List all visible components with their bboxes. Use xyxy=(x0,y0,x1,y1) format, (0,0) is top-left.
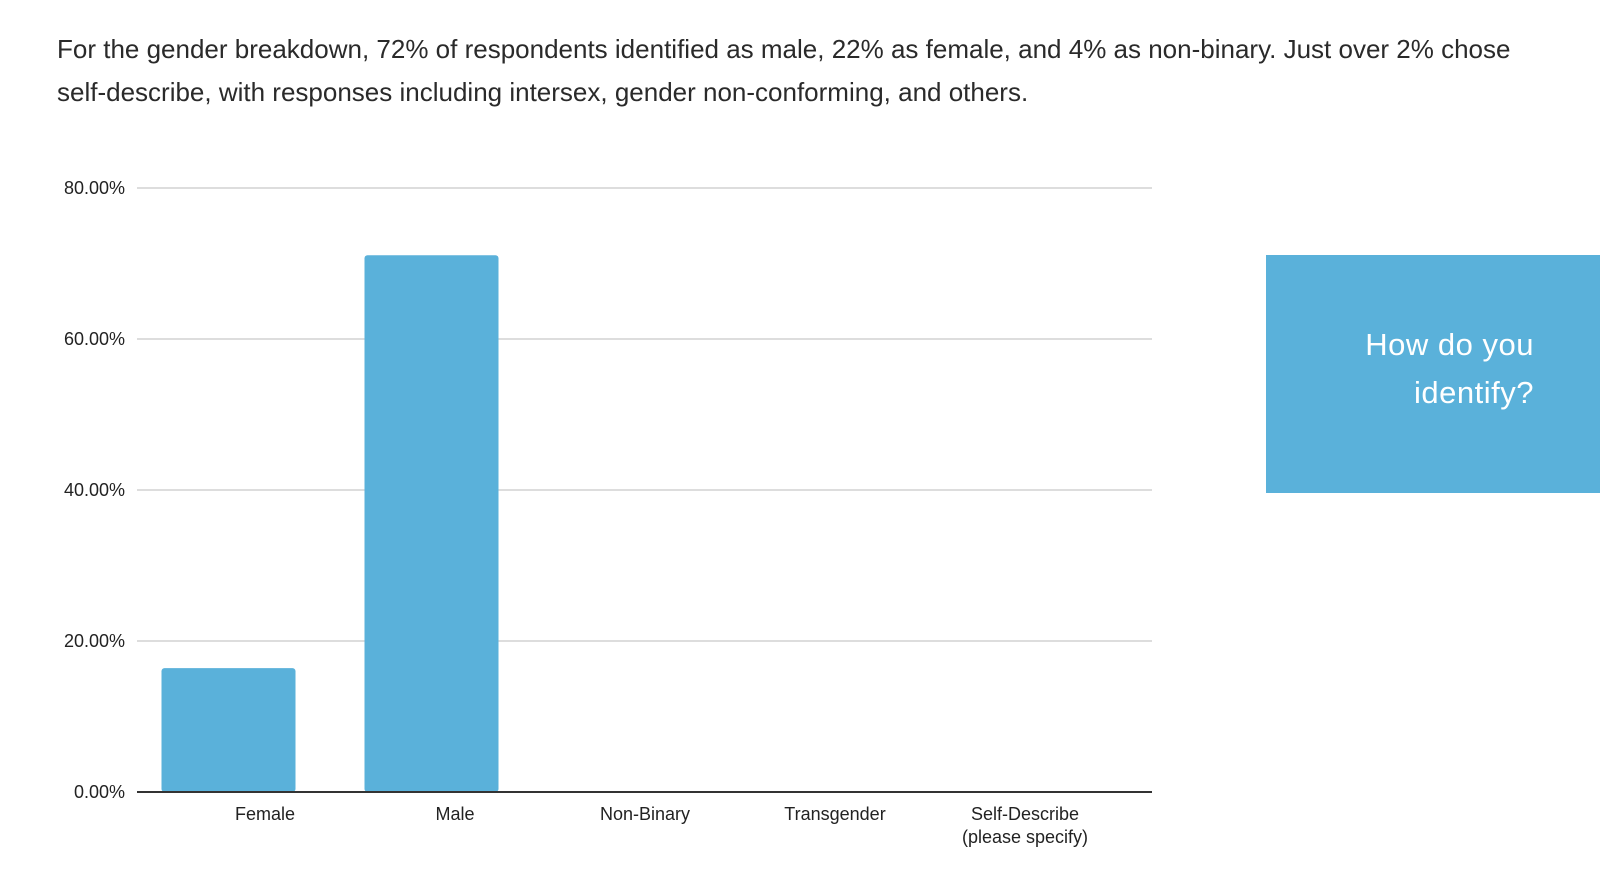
bar xyxy=(364,255,499,792)
y-axis-ticks: 0.00% 20.00% 40.00% 60.00% 80.00% xyxy=(64,178,125,802)
y-tick-label: 20.00% xyxy=(64,631,125,651)
y-tick-label: 0.00% xyxy=(74,782,125,802)
x-category-label: Transgender xyxy=(784,804,885,824)
y-tick-label: 80.00% xyxy=(64,178,125,198)
x-axis-categories: Female Male Non-Binary Transgender Self-Desc… xyxy=(235,804,1088,847)
bar xyxy=(161,668,296,792)
gridlines xyxy=(137,187,1152,642)
x-category-label: Self-Describe (please specify) xyxy=(962,804,1088,847)
bars xyxy=(161,255,499,792)
question-callout: How do you identify? xyxy=(1266,255,1600,493)
x-category-label: Male xyxy=(435,804,474,824)
y-tick-label: 60.00% xyxy=(64,329,125,349)
callout-title: How do you identify? xyxy=(1365,327,1534,410)
x-category-label: Non-Binary xyxy=(600,804,690,824)
x-category-label: Female xyxy=(235,804,295,824)
y-tick-label: 40.00% xyxy=(64,480,125,500)
intro-paragraph: For the gender breakdown, 72% of respond… xyxy=(57,34,1511,107)
